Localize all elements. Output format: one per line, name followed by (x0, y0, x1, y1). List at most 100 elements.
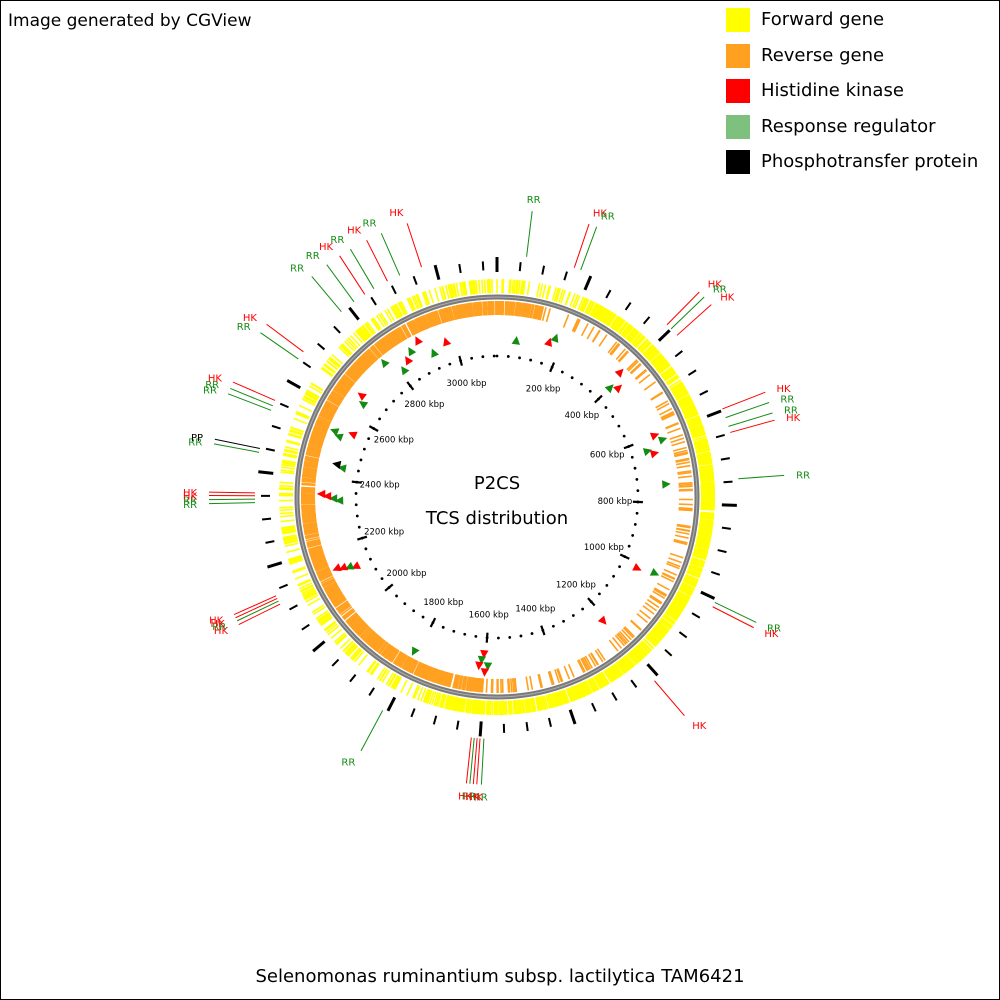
tcs-marker (330, 428, 340, 437)
reverse-gene (386, 334, 396, 347)
forward-gene (695, 543, 710, 549)
forward-gene (698, 524, 713, 529)
forward-gene (605, 312, 615, 325)
callout-line (349, 248, 375, 289)
reverse-gene (666, 560, 681, 568)
forward-gene (651, 354, 663, 365)
tick-label: 400 kbp (565, 411, 600, 421)
forward-gene (652, 627, 665, 639)
reverse-gene (674, 452, 689, 458)
forward-gene (675, 595, 689, 604)
reverse-gene (615, 348, 626, 360)
forward-gene (698, 526, 713, 530)
forward-gene (526, 281, 531, 296)
callout-label: HK (214, 626, 229, 637)
reverse-gene (381, 643, 391, 657)
outer-tick (642, 316, 651, 325)
reverse-gene (584, 655, 593, 669)
outer-tick (302, 361, 312, 369)
forward-gene (657, 622, 670, 632)
forward-gene (614, 318, 624, 332)
outer-tick (547, 717, 552, 727)
forward-gene (696, 537, 711, 542)
inner-tick-dot (598, 592, 601, 596)
forward-gene (587, 301, 596, 315)
forward-gene (623, 326, 634, 339)
reverse-gene (314, 423, 329, 430)
callout-line (469, 737, 475, 784)
forward-gene (700, 487, 715, 490)
forward-gene (662, 369, 675, 379)
forward-gene (568, 687, 576, 702)
reverse-gene (347, 615, 360, 626)
reverse-gene (556, 668, 563, 683)
reverse-gene (655, 400, 669, 409)
reverse-gene (586, 326, 595, 340)
forward-gene (441, 694, 447, 709)
reverse-gene (316, 568, 331, 576)
reverse-gene (485, 678, 488, 693)
outer-tick (478, 721, 483, 737)
forward-gene (597, 307, 607, 321)
reverse-gene (413, 661, 421, 675)
reverse-gene (529, 675, 534, 690)
forward-gene (329, 356, 342, 367)
reverse-gene (457, 304, 462, 319)
forward-gene (680, 584, 695, 592)
forward-gene (391, 675, 400, 689)
outer-tick (721, 526, 731, 530)
forward-gene (688, 567, 702, 574)
forward-gene (618, 660, 628, 673)
legend-label: Histidine kinase (761, 80, 904, 101)
forward-gene (645, 635, 657, 647)
inner-tick-dot (378, 417, 382, 421)
reverse-gene (323, 581, 337, 590)
reverse-gene (673, 538, 688, 544)
reverse-gene (416, 317, 424, 332)
reverse-gene (445, 307, 451, 322)
forward-gene (304, 592, 318, 601)
reverse-gene (480, 301, 483, 316)
forward-gene (659, 618, 672, 629)
callout-label: HK (593, 209, 608, 220)
tcs-marker-track (316, 333, 671, 677)
forward-gene (675, 593, 689, 602)
inner-tick-major (485, 632, 489, 643)
inner-tick-dot (427, 371, 431, 375)
forward-gene (697, 454, 712, 459)
forward-gene (282, 535, 297, 540)
forward-gene (326, 360, 339, 371)
reverse-gene (325, 400, 339, 409)
forward-gene (649, 630, 662, 642)
reverse-gene (302, 469, 317, 473)
reverse-gene (373, 343, 384, 356)
forward-gene (674, 390, 688, 399)
legend-label: Response regulator (761, 115, 936, 137)
forward-gene (445, 695, 451, 710)
inner-tick-dot (354, 503, 358, 507)
reverse-gene (341, 608, 354, 618)
reverse-gene (304, 530, 319, 535)
reverse-gene (302, 517, 317, 521)
callout-line (738, 474, 785, 480)
forward-gene (632, 648, 643, 661)
forward-gene (369, 662, 379, 675)
tcs-marker (649, 450, 660, 459)
forward-gene (682, 579, 697, 587)
forward-gene (586, 301, 595, 315)
tcs-marker (415, 336, 423, 346)
callout-line (232, 381, 276, 401)
callout-label: RR (183, 500, 197, 511)
forward-gene (700, 508, 715, 511)
forward-gene (657, 363, 671, 373)
reverse-gene (310, 433, 325, 440)
reverse-gene (310, 551, 324, 558)
outer-tick (410, 708, 416, 718)
callout-label: HK (708, 279, 723, 290)
inner-tick-dot (357, 525, 361, 529)
forward-gene (696, 540, 711, 545)
reverse-gene (313, 561, 328, 569)
forward-gene (390, 674, 399, 688)
forward-gene (671, 601, 685, 610)
reverse-gene (409, 321, 417, 335)
